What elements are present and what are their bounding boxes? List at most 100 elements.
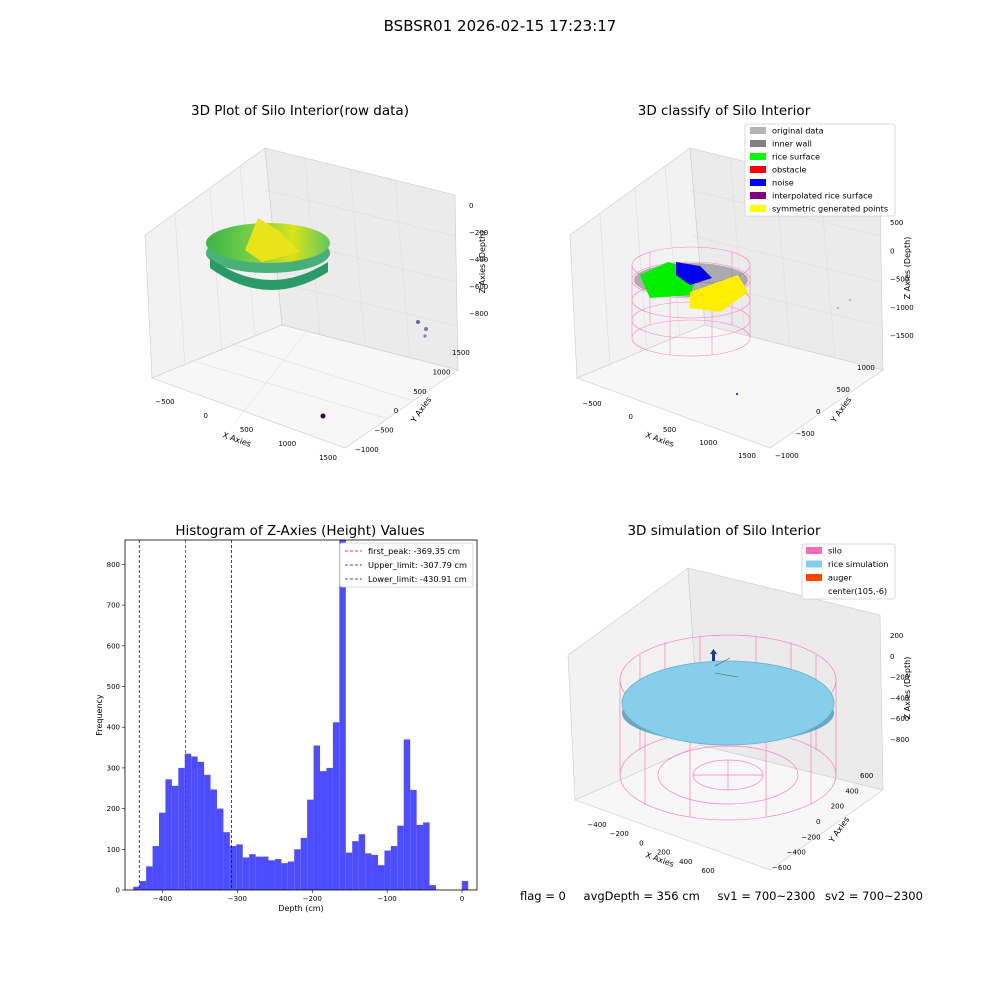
histogram-xtick-label: −200 (303, 895, 322, 903)
sim-ytick-label: −600 (772, 864, 791, 872)
histogram-bar (229, 846, 237, 890)
histogram-ytick-label: 400 (107, 724, 120, 732)
histogram-bar (416, 824, 424, 890)
classify-ztick-label: −1500 (890, 332, 914, 340)
classify-legend-swatch (750, 192, 766, 199)
classify-legend-label: symmetric generated points (772, 204, 888, 214)
raw-ytick-label: −1000 (355, 446, 379, 454)
raw-ytick-label: −500 (374, 427, 393, 435)
histogram-bar (377, 865, 385, 890)
sim-xtick-label: −400 (587, 821, 606, 829)
raw-xtick-label: 0 (204, 412, 208, 420)
raw-ztick-label: −400 (469, 256, 488, 264)
histogram-bar (332, 722, 340, 890)
histogram-xtick-label: −300 (228, 895, 247, 903)
histogram-legend: first_peak: -369.35 cm Upper_limit: -307.… (339, 542, 474, 588)
classify-xtick-label: −500 (582, 400, 601, 408)
raw-zlabel: Z Axies (Depth) (478, 231, 487, 294)
classify-legend-swatch (750, 179, 766, 186)
classify-ztick-label: 0 (890, 247, 894, 255)
histogram-bar (204, 774, 211, 890)
sim-ztick-label: −600 (890, 715, 909, 723)
histogram-bar (152, 846, 160, 890)
histogram-bar (390, 846, 398, 890)
simulation-legend-swatch (806, 574, 822, 581)
classify-ytick-label: −500 (796, 430, 815, 438)
classify-panel-title: 3D classify of Silo Interior (637, 103, 811, 119)
histogram-bar (307, 799, 314, 890)
classify-legend-label: original data (772, 126, 824, 136)
histogram-legend-label: Upper_limit: -307.79 cm (368, 560, 467, 570)
classify-legend-swatch (750, 205, 766, 212)
sim-xtick-label: −200 (610, 830, 629, 838)
histogram-ytick-label: 700 (107, 602, 120, 610)
sim-ytick-label: −400 (787, 849, 806, 857)
raw-panel-title: 3D Plot of Silo Interior(row data) (191, 103, 409, 119)
histogram-ytick-label: 0 (116, 887, 120, 895)
simulation-legend-label: center(105,-6) (828, 586, 887, 596)
histogram-bar (352, 841, 359, 890)
sim-xtick-label: 0 (639, 839, 643, 847)
raw-ytick-label: 0 (394, 407, 398, 415)
classify-zlabel: Z Axies (Depth) (903, 237, 912, 300)
raw-ytick-label: 1000 (433, 368, 451, 376)
simulation-legend-label: auger (828, 573, 852, 583)
histogram-bar (210, 789, 217, 890)
histogram-bar (274, 859, 282, 890)
histogram-bar (242, 857, 250, 890)
raw-xtick-label: 1500 (319, 454, 337, 462)
raw-ztick-label: −600 (469, 283, 488, 291)
sim-xtick-label: 200 (657, 849, 670, 857)
histogram-plot: −400 −300 −200 −100 0 0 100 200 300 400 500 600 700 8… (95, 539, 478, 913)
histogram-ytick-label: 600 (107, 642, 120, 650)
histogram-bar (320, 771, 327, 890)
histogram-legend-label: first_peak: -369.35 cm (368, 546, 460, 556)
avg-depth: avgDepth = 356 cm (583, 889, 700, 903)
raw-xtick-label: 1000 (278, 440, 296, 448)
simulation-panel-title: 3D simulation of Silo Interior (627, 523, 821, 539)
sim-ztick-label: 0 (890, 653, 894, 661)
histogram-bar (397, 825, 404, 890)
histogram-bar (345, 852, 353, 890)
raw-ytick-label: 500 (413, 388, 426, 396)
histogram-bar (178, 767, 185, 890)
simulation-legend-swatch (806, 560, 822, 568)
raw-xtick-label: −500 (155, 398, 174, 406)
classify-legend-label: noise (772, 178, 794, 188)
histogram-bar (133, 886, 140, 890)
classify-xtick-label: 1000 (699, 439, 717, 447)
histogram-legend-label: Lower_limit: -430.91 cm (368, 574, 467, 584)
classify-3d-plot: −500 0 500 1000 1500 −1000 −500 0 500 1000 500 0 −50… (569, 123, 914, 460)
classify-ztick-label: −1000 (890, 304, 914, 312)
sim-ytick-label: 200 (831, 803, 844, 811)
histogram-bar (216, 808, 224, 890)
histogram-bar (146, 866, 153, 890)
sim-zlabel: Z Axies (Depth) (903, 657, 912, 720)
histogram-bar (429, 885, 436, 890)
histogram-ytick-label: 500 (107, 683, 120, 691)
histogram-bar (423, 822, 430, 890)
classify-xtick-label: 0 (629, 413, 633, 421)
raw-ztick-label: −200 (469, 229, 488, 237)
sim-xtick-label: 400 (679, 858, 692, 866)
sim-ytick-label: −200 (801, 833, 820, 841)
histogram-ytick-label: 800 (107, 561, 120, 569)
simulation-legend: silo rice simulation auger center(105,-6) (801, 543, 896, 600)
histogram-bar (139, 881, 147, 890)
histogram-ytick-label: 100 (107, 846, 120, 854)
classify-legend-swatch (750, 166, 766, 173)
histogram-bar (294, 849, 301, 890)
sv1-range: sv1 = 700~2300 (717, 889, 816, 903)
simulation-legend-label: silo (828, 546, 842, 556)
histogram-xlabel: Depth (cm) (278, 904, 323, 913)
histogram-bar (236, 844, 243, 890)
raw-ytick-label: 1500 (452, 349, 470, 357)
histogram-ytick-label: 200 (107, 805, 120, 813)
histogram-bar (461, 881, 469, 890)
histogram-xtick-label: −100 (378, 895, 397, 903)
histogram-bar (403, 739, 411, 890)
histogram-bar (249, 854, 256, 890)
histogram-bar (313, 745, 321, 890)
classify-legend-label: obstacle (772, 165, 807, 175)
flag-value: flag = 0 (520, 889, 566, 903)
